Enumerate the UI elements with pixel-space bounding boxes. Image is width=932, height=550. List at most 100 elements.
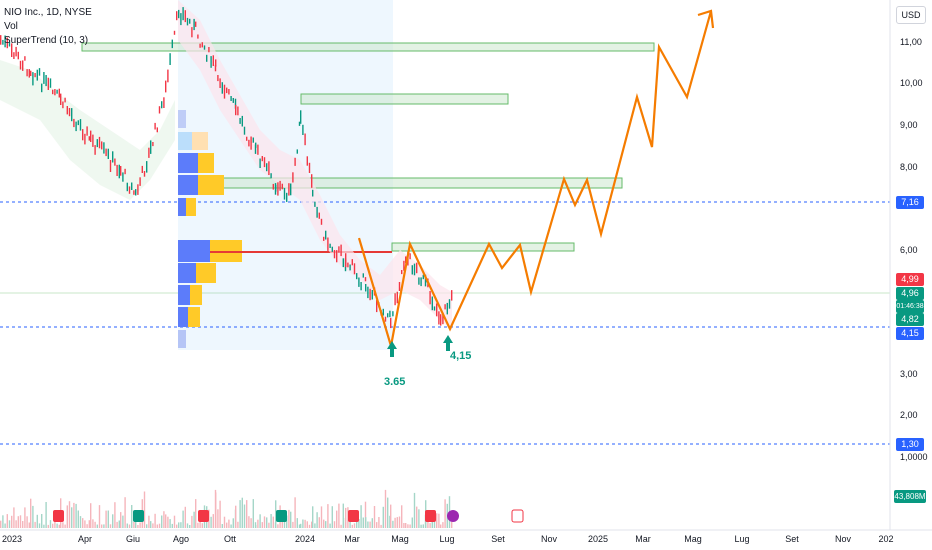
currency-selector[interactable]: USD <box>896 6 926 24</box>
candle <box>158 106 161 114</box>
candle <box>128 186 131 194</box>
time-axis-label: Lug <box>734 534 750 544</box>
candle <box>107 148 109 159</box>
candle <box>103 142 105 154</box>
candle <box>376 300 378 313</box>
volume-bar <box>237 521 239 528</box>
volume-bar <box>323 519 325 528</box>
candle <box>217 75 219 82</box>
volume-bar <box>246 500 248 528</box>
candle <box>279 180 281 191</box>
candle <box>323 236 325 241</box>
candle <box>304 133 306 146</box>
time-axis-label: Mar <box>635 534 651 544</box>
volume-label[interactable]: Vol <box>4 21 18 32</box>
volume-bar <box>308 524 311 528</box>
candle <box>212 55 214 66</box>
volume-bar <box>360 505 362 528</box>
volume-bar <box>73 502 75 528</box>
candle <box>189 18 191 24</box>
candle <box>143 171 146 177</box>
symbol-title[interactable]: NIO Inc., 1D, NYSE <box>4 7 92 18</box>
earnings-markers[interactable] <box>53 509 524 523</box>
candle <box>298 121 301 126</box>
candle <box>15 46 17 57</box>
volume-bar <box>109 524 112 528</box>
time-axis-label: Set <box>785 534 799 544</box>
volume-bar <box>103 524 105 528</box>
candle <box>215 59 217 67</box>
volume-bar <box>371 518 373 528</box>
candle <box>214 64 217 72</box>
zones <box>81 42 655 252</box>
candle <box>124 168 126 175</box>
countdown-tag: 01:46:38 <box>896 300 924 313</box>
candle <box>266 163 268 172</box>
time-axis-label: Mag <box>391 534 409 544</box>
candle <box>8 42 11 47</box>
volume-bar <box>49 520 52 528</box>
volume-bar <box>32 505 34 528</box>
volume-bar <box>296 518 298 528</box>
zone-box <box>81 42 655 52</box>
volume-bar <box>219 500 221 528</box>
candle <box>389 310 391 318</box>
time-axis-label: Giu <box>125 534 141 544</box>
volume-bar <box>107 510 109 528</box>
volume-bar <box>263 516 266 528</box>
candle <box>38 68 41 76</box>
volume-bar <box>105 510 107 528</box>
candle <box>163 97 165 108</box>
candle <box>182 7 184 21</box>
volume-bar <box>292 521 294 528</box>
candle <box>32 72 34 86</box>
volume-bar <box>217 509 219 528</box>
candle <box>306 156 308 166</box>
volume-bar <box>398 516 401 528</box>
candle <box>94 145 96 155</box>
level-130-tag: 1,30 <box>896 438 924 451</box>
candle <box>288 183 290 196</box>
volume-bar <box>71 507 73 528</box>
candle <box>156 127 158 133</box>
candle <box>342 258 344 268</box>
candle <box>442 312 444 325</box>
volume-bar <box>394 517 396 528</box>
candle <box>401 270 403 275</box>
volume-bar <box>362 517 364 528</box>
candle <box>275 184 277 192</box>
time-axis-label: Nov <box>834 534 852 544</box>
volume-bar <box>396 517 398 528</box>
candle <box>228 89 230 95</box>
candle <box>96 139 98 148</box>
volume-bar <box>189 525 191 528</box>
candle <box>312 189 314 197</box>
candle <box>270 173 272 179</box>
volume-bar <box>340 524 342 528</box>
price-axis-label: 6,00 <box>900 245 918 255</box>
volume-bar <box>77 510 79 528</box>
candle <box>24 56 26 61</box>
candle <box>433 306 436 311</box>
volume-bar <box>420 524 422 528</box>
candle <box>52 89 54 95</box>
volume-bar <box>440 524 442 528</box>
volume-bar <box>250 518 252 528</box>
volume-bar <box>84 520 86 528</box>
candle <box>290 183 292 196</box>
volume-bar <box>389 515 391 528</box>
volume-bar <box>266 517 268 528</box>
time-axis-label: Set <box>491 534 505 544</box>
candle <box>325 230 327 240</box>
candle <box>58 88 60 98</box>
volume-bar <box>392 520 394 528</box>
volume-bar <box>351 524 353 528</box>
indicator-label[interactable]: SuperTrend (10, 3) <box>4 35 89 46</box>
candle <box>327 237 329 251</box>
candle <box>362 273 364 278</box>
candle <box>318 212 320 219</box>
candle <box>201 42 203 48</box>
volume-bar <box>257 519 259 528</box>
volume-bar <box>167 516 169 528</box>
